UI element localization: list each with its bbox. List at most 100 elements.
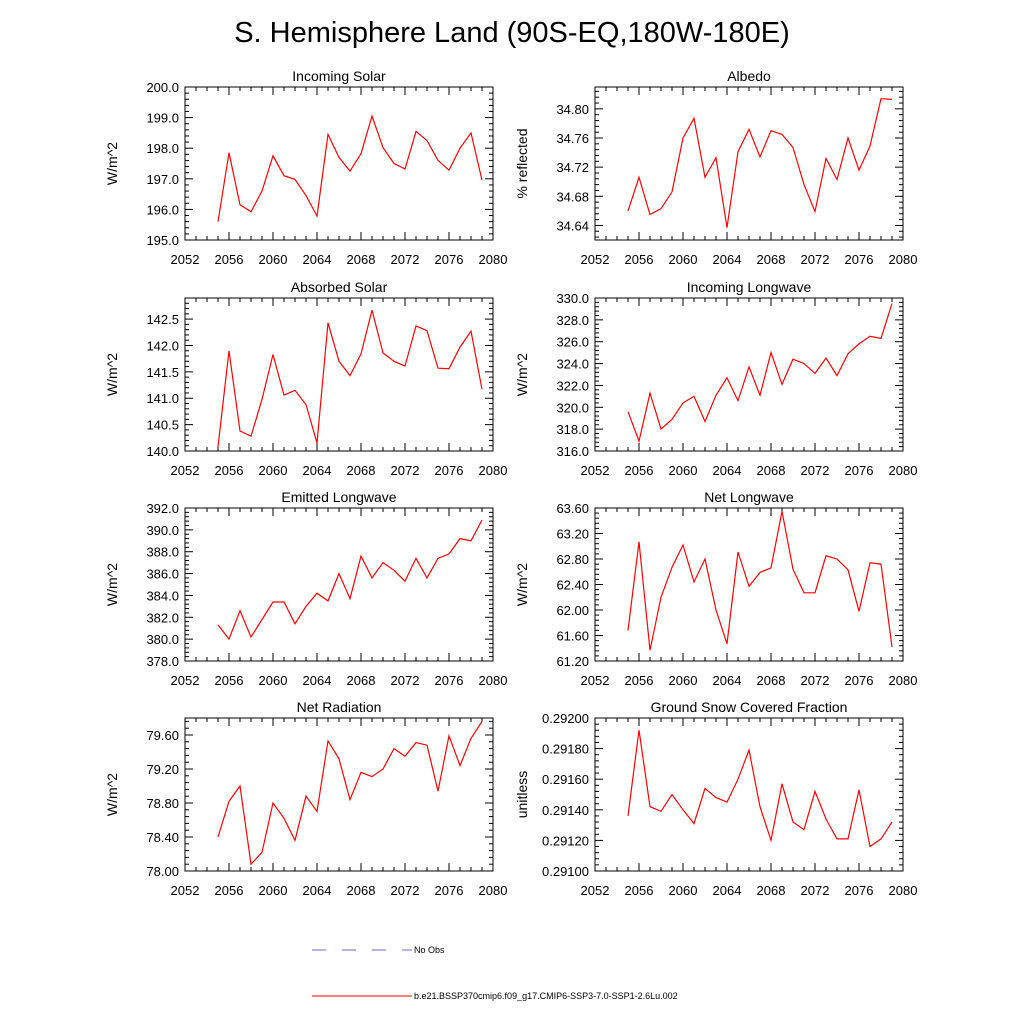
y-tick-label: 316.0: [556, 444, 589, 459]
panel: Ground Snow Covered Fraction 2052 2056 2060…: [514, 699, 917, 898]
panel: Incoming Longwave 2052 2056 2060 2064 2068 207…: [514, 279, 917, 478]
y-tick-label: 380.0: [146, 632, 179, 647]
series-line: [217, 309, 483, 447]
panel-title: Emitted Longwave: [281, 489, 396, 505]
x-tick-label: 2076: [435, 463, 464, 478]
x-tick-label: 2080: [479, 673, 508, 688]
x-tick-label: 2064: [713, 252, 742, 267]
y-tick-label: 78.40: [146, 830, 179, 845]
panel: Net Longwave 2052 2056 2060 2064 2068 2072 2076…: [514, 489, 917, 688]
series-line: [217, 721, 483, 866]
x-tick-label: 2052: [171, 673, 200, 688]
y-tick-label: 384.0: [146, 588, 179, 603]
y-tick-label: 0.29100: [542, 864, 589, 879]
x-tick-label: 2080: [479, 252, 508, 267]
y-tick-label: 0.29180: [542, 742, 589, 757]
x-tick-label: 2072: [391, 463, 420, 478]
x-tick-label: 2056: [215, 673, 244, 688]
y-tick-label: 199.0: [146, 111, 179, 126]
y-tick-label: 382.0: [146, 610, 179, 625]
x-tick-label: 2068: [347, 463, 376, 478]
plot-frame: [594, 297, 904, 452]
x-tick-label: 2060: [669, 883, 698, 898]
x-tick-label: 2064: [303, 673, 332, 688]
y-tick-label: 79.20: [146, 762, 179, 777]
x-tick-label: 2052: [581, 463, 610, 478]
y-tick-label: 195.0: [146, 233, 179, 248]
y-tick-label: 62.00: [556, 603, 589, 618]
panel: Albedo 2052 2056 2060 2064 2068 2072 2076 2080 34…: [514, 68, 917, 267]
y-axis-label: W/m^2: [514, 563, 530, 606]
y-axis-label: W/m^2: [104, 773, 120, 816]
x-tick-label: 2068: [757, 883, 786, 898]
x-tick-label: 2068: [347, 883, 376, 898]
y-tick-label: 0.29140: [542, 803, 589, 818]
y-axis-label: W/m^2: [514, 353, 530, 396]
series-line: [217, 114, 483, 222]
x-tick-label: 2064: [713, 463, 742, 478]
x-tick-label: 2060: [259, 883, 288, 898]
y-tick-label: 61.20: [556, 654, 589, 669]
x-tick-label: 2080: [889, 883, 918, 898]
x-tick-label: 2068: [757, 673, 786, 688]
x-tick-label: 2080: [889, 463, 918, 478]
x-tick-label: 2080: [889, 252, 918, 267]
x-tick-label: 2076: [435, 252, 464, 267]
y-tick-label: 324.0: [556, 357, 589, 372]
legend: No Obs b.e21.BSSP370cmip6.f09_g17.CMIP6-S…: [312, 945, 678, 1001]
y-tick-label: 322.0: [556, 378, 589, 393]
y-tick-label: 78.80: [146, 796, 179, 811]
x-tick-label: 2072: [391, 883, 420, 898]
y-axis-label: W/m^2: [104, 353, 120, 396]
x-tick-label: 2052: [581, 883, 610, 898]
x-tick-label: 2052: [581, 673, 610, 688]
x-tick-label: 2080: [479, 463, 508, 478]
y-tick-label: 34.80: [556, 102, 589, 117]
panel-title: Absorbed Solar: [291, 279, 388, 295]
y-tick-label: 198.0: [146, 141, 179, 156]
y-tick-label: 61.60: [556, 629, 589, 644]
x-tick-label: 2060: [259, 252, 288, 267]
x-tick-label: 2056: [625, 673, 654, 688]
y-tick-label: 63.20: [556, 527, 589, 542]
plot-frame: [184, 297, 494, 452]
y-tick-label: 388.0: [146, 545, 179, 560]
plot-frame: [184, 507, 494, 662]
panel-title: Incoming Longwave: [687, 279, 812, 295]
y-tick-label: 378.0: [146, 654, 179, 669]
x-tick-label: 2052: [171, 252, 200, 267]
y-axis-label: W/m^2: [104, 563, 120, 606]
panel-title: Net Longwave: [704, 489, 794, 505]
series-line: [627, 303, 893, 444]
panel: Absorbed Solar 2052 2056 2060 2064 2068 2072 20…: [104, 279, 507, 478]
x-tick-label: 2076: [845, 252, 874, 267]
y-tick-label: 34.64: [556, 218, 589, 233]
y-tick-label: 141.5: [146, 365, 179, 380]
y-tick-label: 330.0: [556, 291, 589, 306]
y-tick-label: 0.29160: [542, 772, 589, 787]
y-tick-label: 320.0: [556, 400, 589, 415]
x-tick-label: 2076: [845, 463, 874, 478]
x-tick-label: 2056: [625, 463, 654, 478]
x-tick-label: 2076: [435, 883, 464, 898]
y-tick-label: 386.0: [146, 567, 179, 582]
x-tick-label: 2068: [347, 252, 376, 267]
panel: Incoming Solar 2052 2056 2060 2064 2068 2072 20…: [104, 68, 507, 267]
y-tick-label: 79.60: [146, 728, 179, 743]
x-tick-label: 2080: [479, 883, 508, 898]
y-tick-label: 197.0: [146, 172, 179, 187]
panel-title: Net Radiation: [297, 699, 382, 715]
x-tick-label: 2052: [581, 252, 610, 267]
plot-frame: [184, 717, 494, 872]
y-tick-label: 62.80: [556, 552, 589, 567]
x-tick-label: 2064: [303, 252, 332, 267]
y-tick-label: 318.0: [556, 422, 589, 437]
panel: Net Radiation 2052 2056 2060 2064 2068 2072 207…: [104, 699, 507, 898]
x-tick-label: 2076: [845, 883, 874, 898]
x-tick-label: 2060: [259, 463, 288, 478]
x-tick-label: 2072: [801, 883, 830, 898]
x-tick-label: 2064: [303, 883, 332, 898]
y-axis-label: % reflected: [514, 128, 530, 198]
y-tick-label: 392.0: [146, 501, 179, 516]
